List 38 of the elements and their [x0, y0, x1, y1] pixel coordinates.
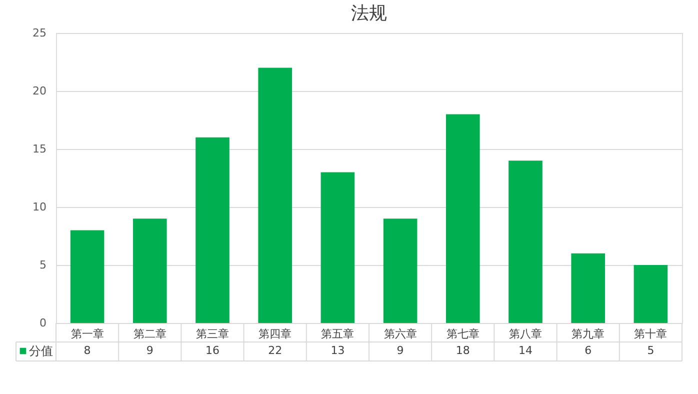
- bar: [133, 218, 167, 323]
- data-label: 22: [268, 344, 282, 357]
- y-tick-label: 20: [32, 84, 46, 98]
- y-tick-label: 5: [40, 258, 46, 272]
- data-label: 8: [84, 344, 91, 357]
- data-label: 14: [518, 344, 532, 357]
- bar: [383, 218, 418, 323]
- y-tick-label: 0: [40, 316, 46, 330]
- bar: [258, 68, 292, 323]
- x-tick-label: 第二章: [133, 328, 166, 340]
- y-tick-label: 25: [32, 26, 46, 40]
- bar: [196, 137, 230, 323]
- x-tick-label: 第八章: [509, 328, 542, 340]
- bar: [446, 114, 480, 323]
- chart-title: 法规: [351, 3, 387, 24]
- x-tick-label: 第四章: [258, 328, 292, 340]
- y-tick-label: 10: [32, 200, 46, 214]
- data-label: 13: [330, 344, 345, 357]
- legend-label: 分值: [29, 344, 53, 358]
- x-tick-label: 第五章: [321, 328, 354, 340]
- x-tick-label: 第七章: [446, 328, 480, 340]
- data-label: 9: [146, 344, 154, 357]
- data-label: 16: [206, 344, 220, 357]
- y-tick-label: 15: [32, 142, 46, 156]
- x-tick-label: 第十章: [634, 328, 668, 340]
- bar: [508, 160, 542, 323]
- x-tick-label: 第六章: [384, 328, 417, 340]
- bar: [320, 172, 355, 323]
- data-label: 6: [584, 344, 592, 357]
- bar: [634, 265, 668, 323]
- x-tick-label: 第三章: [196, 328, 229, 340]
- data-label: 5: [647, 344, 654, 357]
- data-label: 9: [396, 344, 404, 357]
- x-tick-label: 第一章: [70, 328, 104, 340]
- data-label: 18: [456, 344, 470, 357]
- x-tick-label: 第九章: [572, 328, 605, 340]
- bar: [571, 253, 605, 323]
- bar: [70, 230, 104, 323]
